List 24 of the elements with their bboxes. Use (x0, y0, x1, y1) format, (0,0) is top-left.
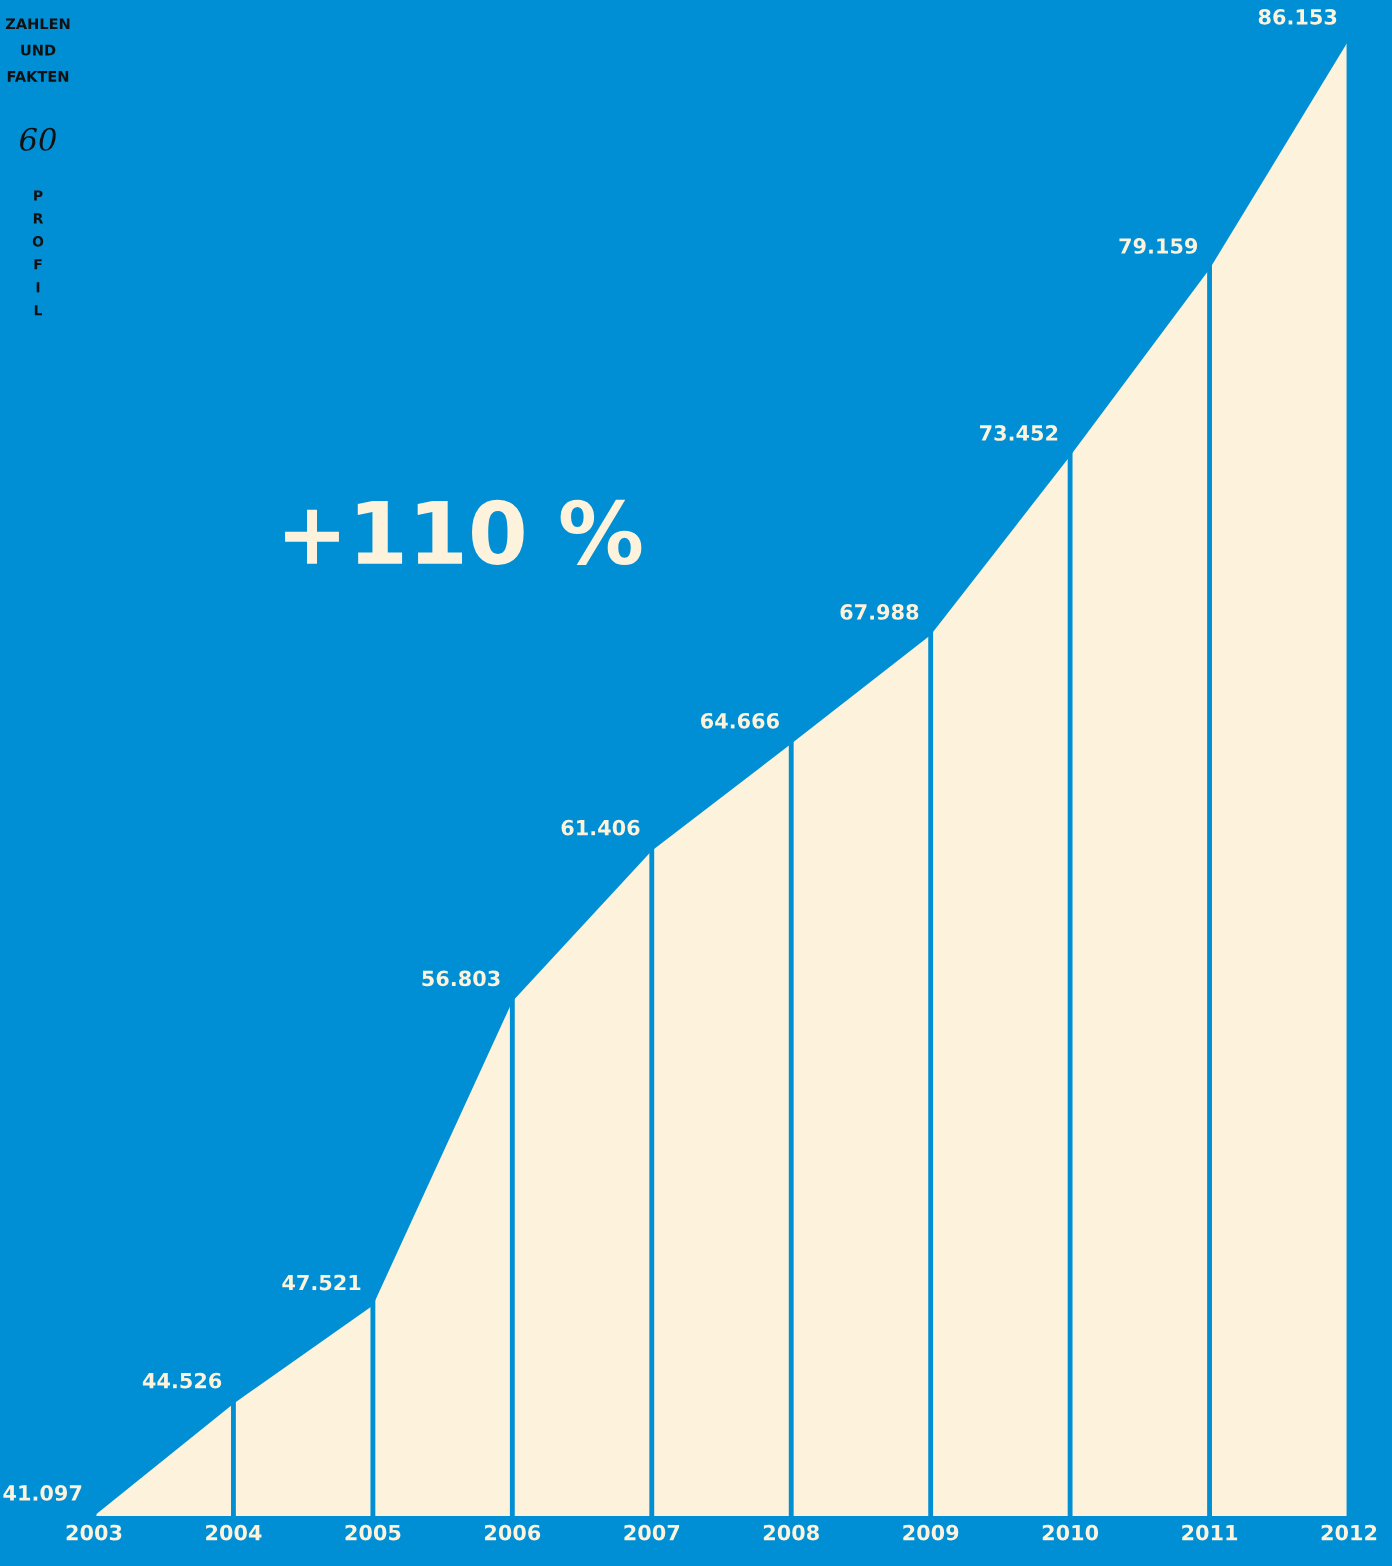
annotation: ZAHLEN UND FAKTEN (5, 18, 70, 82)
data-label: 44.526 (142, 1372, 222, 1389)
data-label: 79.159 (1119, 238, 1198, 254)
x-tick-label: 2004 (206, 1524, 262, 1541)
data-label: 56.803 (422, 970, 500, 987)
x-tick-label: 2005 (345, 1524, 401, 1541)
x-tick-label: 2003 (66, 1524, 122, 1541)
x-tick-label: 2012 (1321, 1524, 1377, 1541)
x-tick-label: 2010 (1042, 1524, 1099, 1541)
data-label: 67.988 (840, 604, 919, 620)
annotation: +110 % (285, 499, 642, 565)
x-tick-label: 2009 (903, 1524, 959, 1541)
data-label: 41.097 (3, 1485, 82, 1501)
data-label: 47.521 (282, 1274, 361, 1291)
annotation: 60 (20, 127, 56, 151)
x-tick-label: 2008 (763, 1524, 819, 1541)
data-label: 73.452 (980, 425, 1058, 441)
data-label: 61.406 (561, 819, 640, 836)
x-tick-label: 2011 (1182, 1524, 1238, 1541)
x-tick-label: 2006 (484, 1524, 541, 1541)
data-label: 64.666 (701, 712, 779, 729)
data-label: 86.153 (1258, 8, 1337, 25)
annotation: PROFIL (32, 190, 44, 316)
x-tick-label: 2007 (624, 1524, 680, 1541)
